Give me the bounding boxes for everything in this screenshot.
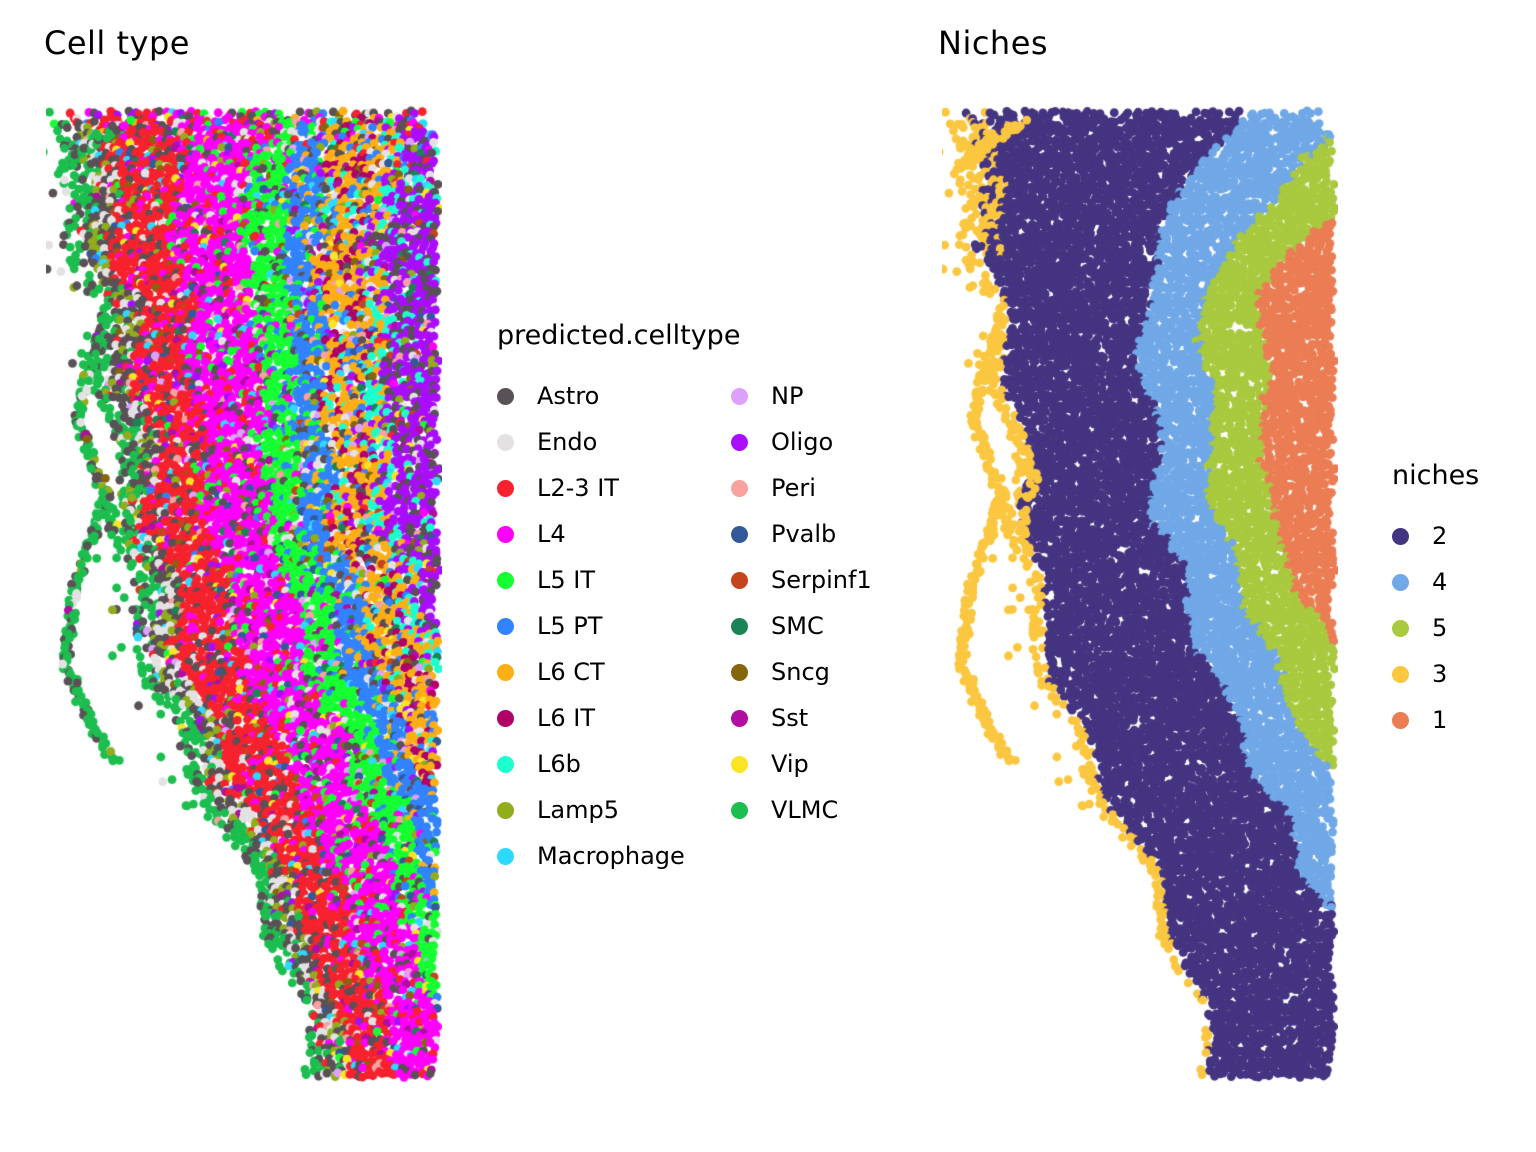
legend-item-l5-pt: L5 PT	[497, 603, 697, 649]
panel-title-niches: Niches	[938, 24, 1049, 62]
legend-item-endo: Endo	[497, 419, 697, 465]
legend-item-smc: SMC	[731, 603, 931, 649]
legend-niches-entries: 2 4 5 3 1	[1392, 513, 1482, 743]
legend-item-1: 1	[1392, 697, 1482, 743]
legend-label: Serpinf1	[771, 566, 872, 594]
legend-label: Oligo	[771, 428, 834, 456]
legend-celltype: predicted.celltype Astro Endo L2-3 IT L4 L5 …	[497, 320, 931, 879]
legend-swatch-icon	[1392, 665, 1409, 683]
legend-label: 1	[1432, 706, 1448, 734]
legend-swatch-icon	[731, 433, 748, 451]
legend-label: L5 IT	[537, 566, 596, 594]
legend-label: 2	[1432, 522, 1448, 550]
legend-label: L5 PT	[537, 612, 603, 640]
legend-swatch-icon	[731, 617, 748, 635]
legend-item-macrophage: Macrophage	[497, 833, 697, 879]
legend-item-serpinf1: Serpinf1	[731, 557, 931, 603]
legend-swatch-icon	[497, 617, 514, 635]
legend-label: 4	[1432, 568, 1448, 596]
legend-celltype-title: predicted.celltype	[497, 320, 741, 351]
legend-item-vlmc: VLMC	[731, 787, 931, 833]
legend-celltype-entries: Astro Endo L2-3 IT L4 L5 IT L5 PT L6 CT L6 IT L6…	[497, 373, 931, 879]
legend-label: 5	[1432, 614, 1448, 642]
legend-swatch-icon	[497, 433, 514, 451]
legend-swatch-icon	[731, 387, 748, 405]
legend-label: Sncg	[771, 658, 830, 686]
legend-item-2: 2	[1392, 513, 1482, 559]
legend-swatch-icon	[497, 387, 514, 405]
legend-item-4: 4	[1392, 559, 1482, 605]
legend-swatch-icon	[731, 525, 748, 543]
legend-item-lamp5: Lamp5	[497, 787, 697, 833]
legend-swatch-icon	[731, 571, 748, 589]
legend-swatch-icon	[1392, 527, 1409, 545]
legend-label: 3	[1432, 660, 1448, 688]
legend-item-l2-3-it: L2-3 IT	[497, 465, 697, 511]
legend-item-l6b: L6b	[497, 741, 697, 787]
legend-item-5: 5	[1392, 605, 1482, 651]
legend-label: Pvalb	[771, 520, 837, 548]
legend-label: L4	[537, 520, 566, 548]
legend-swatch-icon	[497, 571, 514, 589]
legend-label: Astro	[537, 382, 600, 410]
legend-swatch-icon	[497, 801, 514, 819]
legend-swatch-icon	[497, 847, 514, 865]
legend-label: SMC	[771, 612, 824, 640]
legend-item-l6-ct: L6 CT	[497, 649, 697, 695]
legend-label: Vip	[771, 750, 809, 778]
legend-label: L2-3 IT	[537, 474, 619, 502]
legend-item-sst: Sst	[731, 695, 931, 741]
legend-item-vip: Vip	[731, 741, 931, 787]
legend-label: NP	[771, 382, 804, 410]
legend-label: VLMC	[771, 796, 839, 824]
legend-swatch-icon	[497, 479, 514, 497]
legend-swatch-icon	[1392, 711, 1409, 729]
legend-swatch-icon	[1392, 619, 1409, 637]
legend-label: Peri	[771, 474, 816, 502]
niches-scatter-plot	[942, 104, 1338, 1086]
legend-item-oligo: Oligo	[731, 419, 931, 465]
legend-label: Sst	[771, 704, 809, 732]
legend-label: Macrophage	[537, 842, 685, 870]
legend-swatch-icon	[497, 525, 514, 543]
legend-item-l5-it: L5 IT	[497, 557, 697, 603]
legend-item-astro: Astro	[497, 373, 697, 419]
legend-swatch-icon	[731, 663, 748, 681]
legend-item-l4: L4	[497, 511, 697, 557]
legend-label: L6b	[537, 750, 581, 778]
celltype-scatter-plot	[46, 104, 442, 1086]
legend-item-l6-it: L6 IT	[497, 695, 697, 741]
legend-swatch-icon	[497, 663, 514, 681]
legend-label: L6 IT	[537, 704, 596, 732]
legend-swatch-icon	[497, 709, 514, 727]
legend-label: Lamp5	[537, 796, 619, 824]
legend-item-peri: Peri	[731, 465, 931, 511]
legend-niches: niches 2 4 5 3 1	[1392, 460, 1482, 743]
legend-item-np: NP	[731, 373, 931, 419]
legend-swatch-icon	[731, 709, 748, 727]
panel-title-celltype: Cell type	[44, 24, 190, 62]
legend-niches-title: niches	[1392, 460, 1480, 491]
legend-label: L6 CT	[537, 658, 605, 686]
legend-label: Endo	[537, 428, 598, 456]
legend-swatch-icon	[731, 755, 748, 773]
legend-swatch-icon	[1392, 573, 1409, 591]
legend-swatch-icon	[497, 755, 514, 773]
legend-swatch-icon	[731, 479, 748, 497]
legend-item-3: 3	[1392, 651, 1482, 697]
legend-item-pvalb: Pvalb	[731, 511, 931, 557]
legend-item-sncg: Sncg	[731, 649, 931, 695]
legend-swatch-icon	[731, 801, 748, 819]
